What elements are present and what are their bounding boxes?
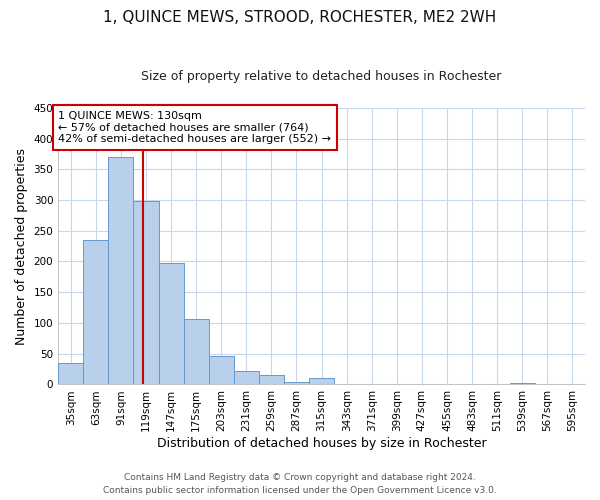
Text: 1 QUINCE MEWS: 130sqm
← 57% of detached houses are smaller (764)
42% of semi-det: 1 QUINCE MEWS: 130sqm ← 57% of detached … bbox=[58, 111, 331, 144]
Bar bbox=[284, 382, 309, 384]
Y-axis label: Number of detached properties: Number of detached properties bbox=[15, 148, 28, 344]
X-axis label: Distribution of detached houses by size in Rochester: Distribution of detached houses by size … bbox=[157, 437, 487, 450]
Bar bbox=[158, 262, 184, 384]
Title: Size of property relative to detached houses in Rochester: Size of property relative to detached ho… bbox=[142, 70, 502, 83]
Text: 1, QUINCE MEWS, STROOD, ROCHESTER, ME2 2WH: 1, QUINCE MEWS, STROOD, ROCHESTER, ME2 2… bbox=[103, 10, 497, 25]
Text: Contains HM Land Registry data © Crown copyright and database right 2024.
Contai: Contains HM Land Registry data © Crown c… bbox=[103, 474, 497, 495]
Bar bbox=[184, 320, 209, 384]
Bar bbox=[259, 375, 284, 384]
Bar bbox=[234, 371, 259, 384]
Bar bbox=[83, 240, 109, 384]
Bar bbox=[58, 363, 83, 384]
Bar bbox=[133, 201, 158, 384]
Bar bbox=[109, 157, 133, 384]
Bar bbox=[510, 383, 535, 384]
Bar bbox=[209, 356, 234, 384]
Bar bbox=[309, 378, 334, 384]
